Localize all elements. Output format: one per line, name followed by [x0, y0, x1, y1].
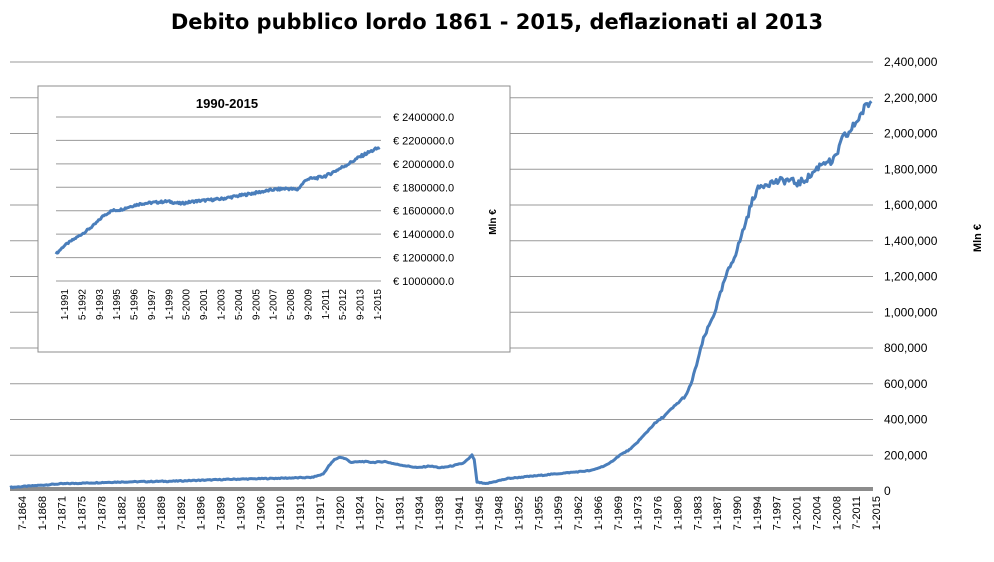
inset-x-tick-label: 9-2013: [356, 289, 367, 321]
main-x-tick-label: 7-1962: [573, 496, 585, 530]
main-x-tick-label: 1-1889: [156, 496, 168, 530]
main-series-line: [9, 100, 873, 490]
main-x-tick-label: 7-1906: [255, 496, 267, 530]
main-x-tick-label: 1-1938: [434, 496, 446, 530]
main-y-tick-label: 800,000: [884, 341, 928, 355]
main-x-tick-label: 7-1885: [136, 496, 148, 530]
main-x-tick-label: 1-1910: [275, 496, 287, 530]
main-x-tick-label: 7-1997: [772, 496, 784, 530]
main-x-tick-label: 1-1987: [712, 496, 724, 530]
inset-x-tick-label: 9-2009: [303, 289, 314, 321]
main-y-tick-label: 1,600,000: [884, 198, 938, 212]
main-x-tick-label: 7-1969: [613, 496, 625, 530]
main-y-tick-label: 1,200,000: [884, 270, 938, 284]
inset-x-tick-label: 5-1996: [130, 289, 141, 321]
main-x-tick-label: 1-1896: [196, 496, 208, 530]
main-x-tick-label: 7-1990: [732, 496, 744, 530]
main-y-tick-label: 600,000: [884, 377, 928, 391]
inset-x-tick-label: 1-2011: [321, 289, 332, 320]
main-x-tick-label: 1-1875: [77, 496, 89, 530]
main-y-tick-label: 1,800,000: [884, 162, 938, 176]
main-x-tick-label: 7-1864: [17, 496, 29, 530]
inset-y-tick-label: € 1400000.0: [393, 229, 454, 241]
main-x-tick-label: 7-1934: [414, 496, 426, 530]
main-x-axis-line: [10, 487, 873, 491]
inset-y-tick-label: € 1600000.0: [393, 206, 454, 218]
inset-x-tick-label: 1-2003: [217, 289, 228, 321]
inset-y-tick-label: € 2000000.0: [393, 159, 454, 171]
main-x-tick-label: 7-1976: [653, 496, 665, 530]
main-y-tick-label: 1,400,000: [884, 234, 938, 248]
inset-x-tick-label: 5-1992: [77, 289, 88, 321]
chart-title: Debito pubblico lordo 1861 - 2015, defla…: [170, 10, 824, 34]
main-x-tick-label: 7-1983: [692, 496, 704, 530]
main-x-tick-label: 1-2001: [792, 496, 804, 530]
main-y-tick-label: 1,000,000: [884, 305, 938, 319]
inset-x-tick-label: 9-1993: [95, 289, 106, 321]
main-x-tick-label: 7-1871: [57, 496, 69, 530]
main-x-tick-label: 7-2004: [811, 496, 823, 530]
main-x-tick-label: 7-1927: [374, 496, 386, 530]
inset-x-tick-label: 9-2001: [199, 289, 210, 321]
inset-series-line: [54, 146, 381, 255]
inset-y-tick-label: € 1000000.0: [393, 276, 454, 288]
main-x-tick-label: 7-1899: [216, 496, 228, 530]
inset-x-tick-label: 5-2000: [182, 289, 193, 321]
inset-y-tick-label: € 1200000.0: [393, 253, 454, 265]
main-x-tick-label: 1-1868: [37, 496, 49, 530]
main-x-tick-label: 1-1952: [514, 496, 526, 530]
main-x-tick-label: 1-1903: [235, 496, 247, 530]
inset-x-tick-label: 1-2007: [269, 289, 280, 321]
main-x-tick-label: 7-1920: [335, 496, 347, 530]
inset-chart-title: 1990-2015: [196, 96, 258, 111]
main-y-axis-label: Mln €: [972, 224, 984, 252]
inset-x-tick-label: 1-1995: [112, 289, 123, 321]
inset-x-tick-label: 1-1999: [164, 289, 175, 321]
main-y-tick-label: 2,400,000: [884, 55, 938, 69]
main-x-tick-label: 1-1980: [672, 496, 684, 530]
inset-x-tick-label: 5-2004: [234, 289, 245, 321]
main-x-tick-label: 7-1878: [96, 496, 108, 530]
main-x-tick-label: 7-1913: [295, 496, 307, 530]
main-x-tick-label: 1-1945: [474, 496, 486, 530]
main-y-tick-label: 2,000,000: [884, 127, 938, 141]
main-x-tick-label: 1-1959: [553, 496, 565, 530]
main-x-tick-label: 1-1973: [633, 496, 645, 530]
inset-x-tick-label: 5-2012: [338, 289, 349, 321]
inset-chart-frame: [37, 85, 511, 353]
main-x-tick-label: 7-1948: [494, 496, 506, 530]
inset-x-tick-label: 1-1991: [60, 289, 71, 321]
main-x-tick-label: 7-1892: [176, 496, 188, 530]
inset-x-tick-label: 1-2015: [373, 289, 384, 321]
inset-x-tick-label: 9-2005: [251, 289, 262, 321]
main-y-tick-label: 400,000: [884, 413, 928, 427]
main-y-tick-label: 0: [884, 484, 891, 498]
main-x-tick-label: 1-2008: [831, 496, 843, 530]
inset-x-tick-label: 5-2008: [286, 289, 297, 321]
inset-x-tick-label: 9-1997: [147, 289, 158, 321]
main-y-tick-label: 2,200,000: [884, 91, 938, 105]
main-x-tick-label: 1-1966: [593, 496, 605, 530]
main-x-tick-label: 1-1882: [116, 496, 128, 530]
main-y-tick-label: 200,000: [884, 448, 928, 462]
main-x-tick-label: 1-1917: [315, 496, 327, 530]
inset-y-tick-label: € 2200000.0: [393, 135, 454, 147]
main-x-tick-label: 7-2011: [851, 496, 863, 529]
inset-y-axis-label: Mln €: [488, 209, 499, 235]
main-x-tick-label: 7-1941: [454, 496, 466, 530]
inset-y-tick-label: € 1800000.0: [393, 182, 454, 194]
main-x-tick-label: 1-1931: [394, 496, 406, 530]
main-x-tick-label: 1-2015: [871, 496, 883, 530]
main-x-tick-label: 7-1955: [533, 496, 545, 530]
main-x-tick-label: 1-1924: [355, 496, 367, 530]
inset-y-tick-label: € 2400000.0: [393, 112, 454, 124]
main-x-tick-label: 1-1994: [752, 496, 764, 530]
